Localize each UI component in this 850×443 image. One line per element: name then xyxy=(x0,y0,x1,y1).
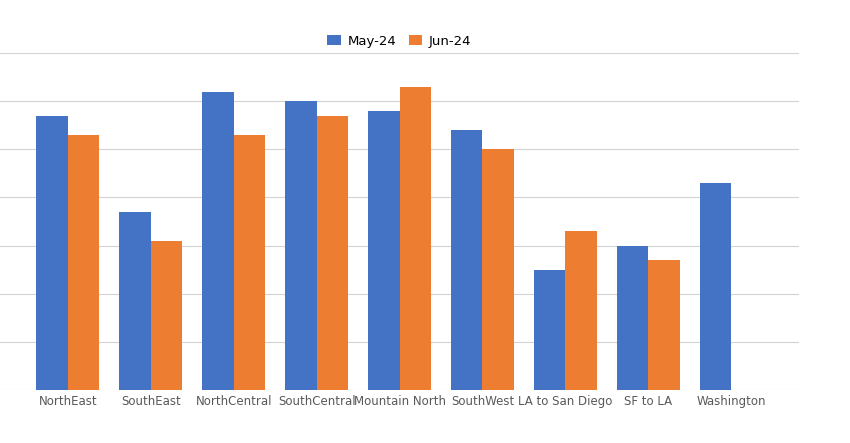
Bar xyxy=(68,135,99,390)
Bar xyxy=(649,260,680,390)
Bar xyxy=(450,130,483,390)
Bar xyxy=(400,87,431,390)
Bar xyxy=(285,101,316,390)
Bar xyxy=(617,245,649,390)
Bar xyxy=(234,135,265,390)
Bar xyxy=(37,116,68,390)
Legend: May-24, Jun-24: May-24, Jun-24 xyxy=(322,29,477,53)
Bar xyxy=(483,149,514,390)
Bar xyxy=(316,116,348,390)
Bar xyxy=(534,270,565,390)
Bar xyxy=(202,92,234,390)
Bar xyxy=(119,212,150,390)
Bar xyxy=(150,241,182,390)
Bar xyxy=(700,183,731,390)
Bar xyxy=(368,111,400,390)
Bar xyxy=(565,231,597,390)
